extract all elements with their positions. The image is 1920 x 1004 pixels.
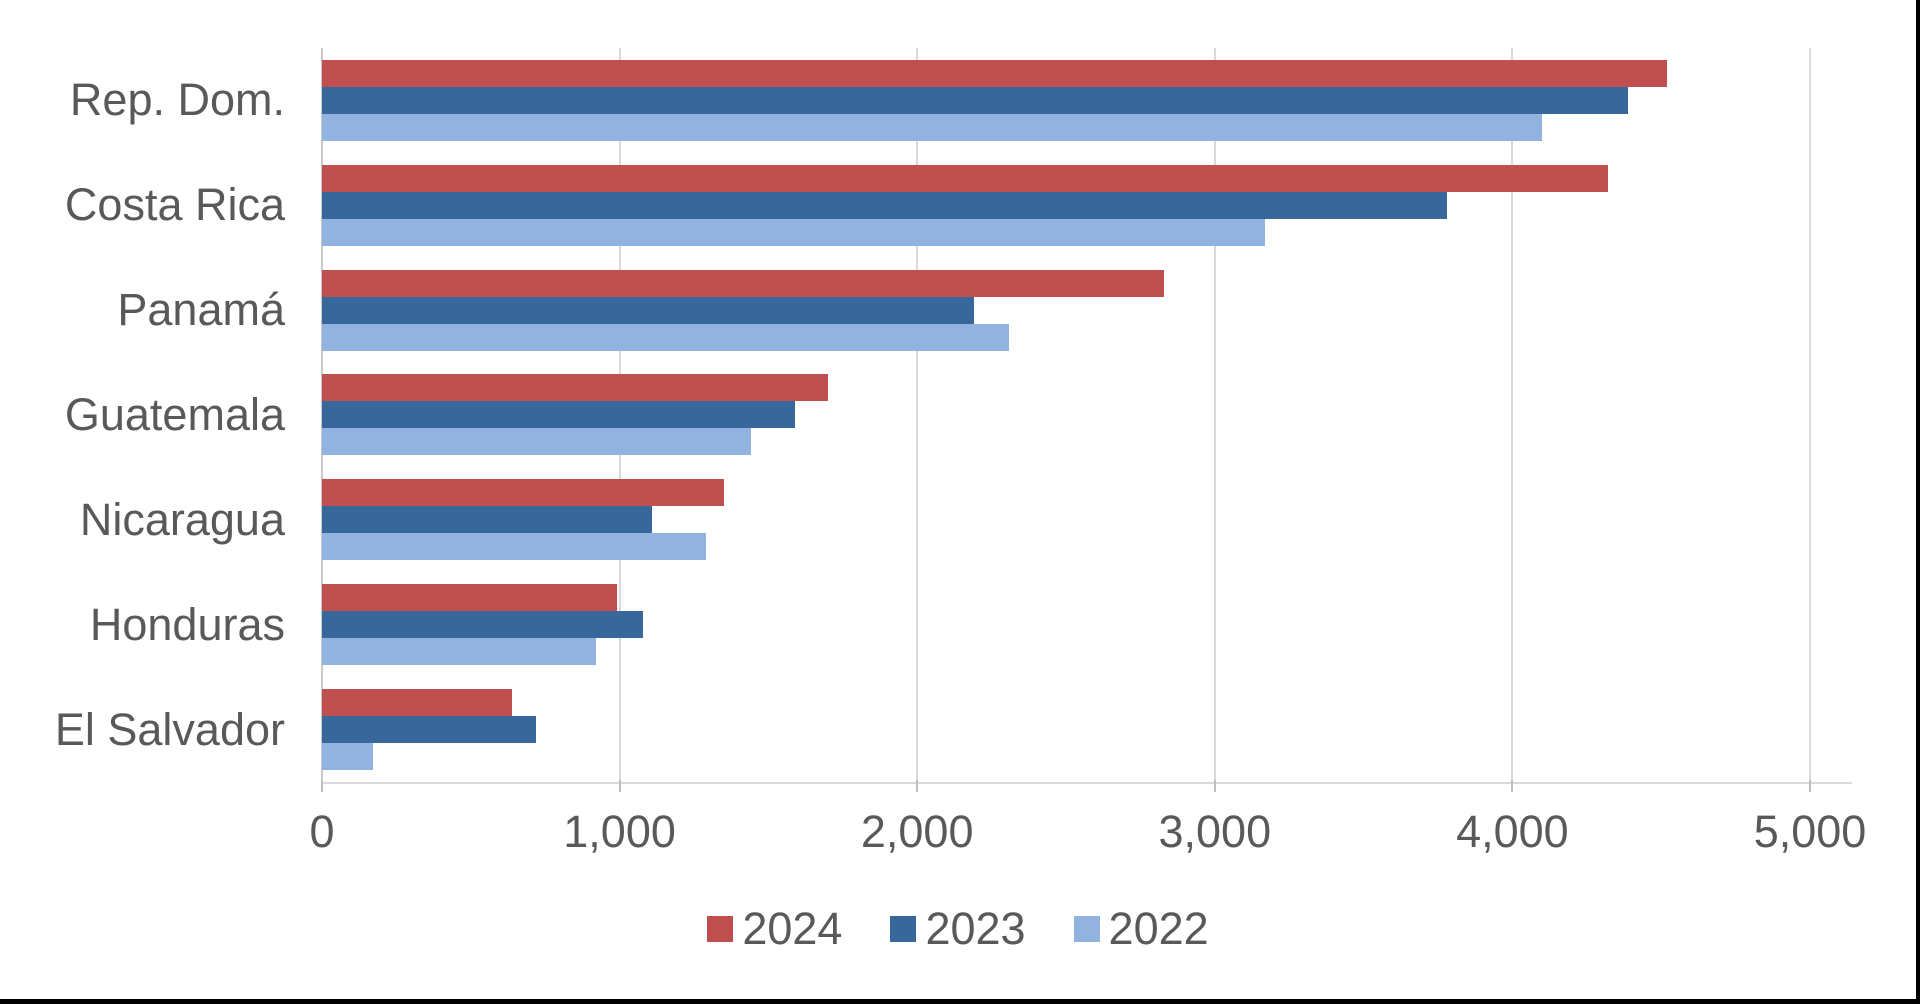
x-tick-0 (321, 780, 323, 792)
category-label-rep-dom: Rep. Dom. (69, 74, 285, 126)
x-axis-line (322, 782, 1852, 784)
legend-item-2024: 2024 (707, 903, 842, 955)
gridline-3000 (1213, 48, 1216, 782)
x-tick-2000 (916, 780, 919, 792)
legend: 2024 2023 2022 (0, 903, 1916, 955)
bar-2023-panam (322, 296, 974, 324)
x-tick-label-1000: 1,000 (563, 806, 676, 857)
gridline-2000 (916, 48, 919, 782)
x-tick-label-2000: 2,000 (860, 806, 974, 857)
bar-2024-el-salvador (322, 689, 513, 717)
bar-2022-honduras (322, 638, 596, 666)
bar-2023-honduras (322, 611, 644, 639)
x-axis-ticks (321, 780, 1811, 792)
bar-2023-rep-dom (322, 86, 1629, 114)
x-tick-label-3000: 3,000 (1158, 806, 1272, 857)
legend-label-2023: 2023 (925, 903, 1026, 954)
x-tick-label-5000: 5,000 (1753, 806, 1867, 857)
bar-2022-nicaragua (322, 533, 706, 561)
gridline-4000 (1511, 48, 1514, 782)
bar-2022-costa-rica (322, 218, 1266, 246)
bar-group-panam (322, 258, 1810, 363)
bar-2022-panam (322, 323, 1010, 351)
category-label-honduras: Honduras (89, 598, 285, 650)
category-label-costa-rica: Costa Rica (64, 179, 285, 231)
bar-2024-nicaragua (322, 479, 724, 507)
x-axis-tick-labels: 0 1,000 2,000 3,000 4,000 5,000 (309, 806, 1866, 866)
bar-2024-panam (322, 269, 1165, 297)
bar-2024-honduras (322, 584, 617, 612)
bar-2022-rep-dom (322, 113, 1543, 141)
bar-group-guatemala (322, 363, 1810, 468)
bar-2024-guatemala (322, 374, 828, 402)
bar-2024-rep-dom (322, 59, 1668, 87)
legend-item-2022: 2022 (1073, 903, 1209, 955)
x-tick-label-4000: 4,000 (1456, 806, 1569, 857)
category-label-nicaragua: Nicaragua (79, 493, 285, 545)
bar-group-nicaragua (322, 467, 1810, 572)
x-tick-3000 (1213, 780, 1216, 792)
bar-group-costa-rica (322, 153, 1810, 258)
category-label-panam: Panamá (117, 284, 285, 336)
legend-item-2023: 2023 (890, 903, 1026, 955)
bar-2022-el-salvador (322, 743, 373, 771)
legend-label-2024: 2024 (742, 903, 843, 954)
x-tick-1000 (618, 780, 621, 792)
bar-2023-nicaragua (322, 506, 653, 534)
legend-marker-2024 (707, 916, 734, 942)
plot-area (321, 48, 1852, 784)
gridline-5000 (1809, 48, 1811, 782)
x-tick-4000 (1511, 780, 1514, 792)
bar-group-honduras (322, 572, 1810, 677)
x-tick-5000 (1809, 780, 1811, 792)
bar-2023-guatemala (322, 401, 796, 429)
legend-label-2022: 2022 (1108, 903, 1209, 954)
x-tick-label-0: 0 (309, 806, 335, 857)
category-label-el-salvador: El Salvador (54, 703, 285, 755)
category-axis: Rep. Dom. Costa Rica Panamá Guatemala Nicara… (0, 48, 285, 782)
bar-group-rep-dom (322, 48, 1810, 153)
bar-2022-guatemala (322, 428, 751, 456)
bar-2023-el-salvador (322, 716, 537, 744)
bar-group-el-salvador (322, 677, 1810, 782)
legend-marker-2023 (890, 916, 917, 942)
category-label-guatemala: Guatemala (64, 388, 285, 440)
bar-2024-costa-rica (322, 164, 1608, 192)
bar-2023-costa-rica (322, 191, 1447, 219)
legend-marker-2022 (1073, 916, 1100, 942)
